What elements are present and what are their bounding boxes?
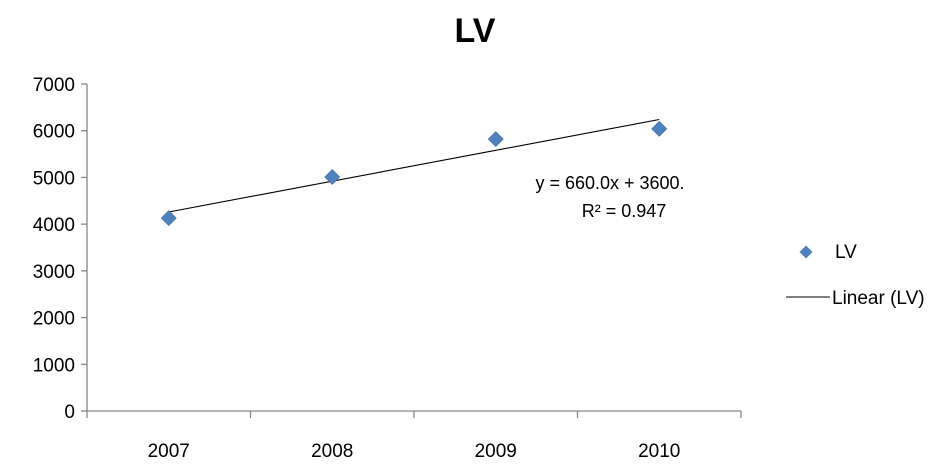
- y-tick-label: 2000: [33, 309, 75, 330]
- data-point: [324, 169, 341, 185]
- y-tick-label: 3000: [33, 262, 75, 283]
- y-tick-label: 7000: [33, 75, 75, 96]
- data-point: [487, 131, 504, 148]
- y-tick-label: 1000: [33, 355, 75, 376]
- trendline: [168, 118, 660, 213]
- y-tick-label: 6000: [33, 122, 75, 143]
- trendline-equation: y = 660.0x + 3600.: [535, 173, 684, 193]
- y-axis: 0 1000 2000 3000 4000 5000 6000 7000: [33, 75, 88, 423]
- x-tick-label: 2008: [311, 441, 353, 462]
- x-tick-label: 2009: [475, 441, 517, 462]
- legend-label-lv: LV: [835, 242, 857, 263]
- x-tick-label: 2010: [638, 441, 680, 462]
- legend-label-linear: Linear (LV): [832, 288, 925, 309]
- data-point: [651, 120, 668, 137]
- legend-marker-lv: [799, 245, 813, 259]
- y-tick-label: 4000: [33, 215, 75, 236]
- trendline-r-squared: R² = 0.947: [582, 201, 667, 221]
- y-tick-label: 0: [64, 402, 75, 423]
- y-tick-label: 5000: [33, 168, 75, 189]
- data-point: [160, 210, 177, 226]
- chart-title: LV: [455, 12, 496, 50]
- legend: LV Linear (LV): [786, 242, 925, 309]
- data-points: [160, 120, 668, 226]
- x-axis: 2007 2008 2009 2010: [86, 410, 742, 462]
- trendline-path: [168, 118, 660, 213]
- x-tick-label: 2007: [148, 441, 190, 462]
